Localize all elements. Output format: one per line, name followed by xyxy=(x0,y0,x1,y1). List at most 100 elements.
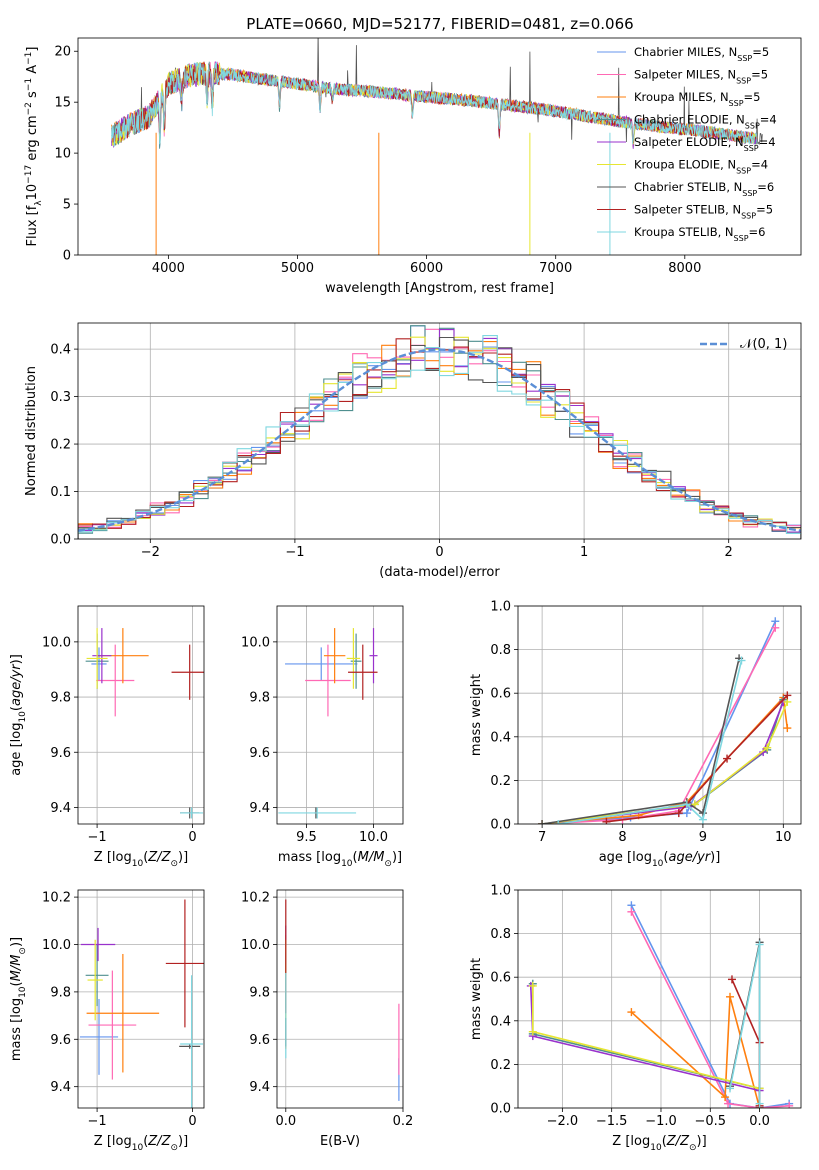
spectrum-legend-label-4: Salpeter ELODIE, NSSP=4 xyxy=(634,135,776,153)
mass_vs_ebv-xlabel: E(B-V) xyxy=(320,1134,360,1149)
residuals-xlabel: (data-model)/error xyxy=(379,565,500,580)
mass_vs_Z-xtick-label-0: −1 xyxy=(88,1114,107,1129)
weight_vs_age-ylabel-part: mass weight xyxy=(469,674,484,756)
legend-tail: =6 xyxy=(757,180,774,194)
weight_vs_age-marker-8-0 xyxy=(554,820,563,824)
mass_vs_ebv-xtick-label-0: 0.0 xyxy=(275,1114,296,1129)
mass_vs_ebv-ytick-label-1: 9.6 xyxy=(249,1033,270,1048)
weight_vs_age-series-7 xyxy=(606,694,788,823)
spectrum-ylabel-part: −1 xyxy=(24,52,34,65)
residuals-plot-area xyxy=(78,323,801,540)
weight_vs_age-marker-7-3 xyxy=(783,691,792,700)
weight_vs_Z-xlabel-part: 10 xyxy=(650,1143,662,1153)
weight_vs_Z-marker-1-0 xyxy=(627,907,636,916)
weight_vs_age-ytick-label-0: 0.0 xyxy=(490,818,511,833)
legend-tail: =4 xyxy=(751,158,768,172)
weight_vs_Z-ytick-label-4: 0.8 xyxy=(490,927,511,942)
weight_vs_Z-series-2 xyxy=(630,996,761,1108)
weight_vs_age-marker-7-2 xyxy=(723,754,732,763)
mass_vs_Z-ytick-label-4: 10.2 xyxy=(42,891,71,906)
legend-sub: SSP xyxy=(734,234,749,243)
age_vs_mass-grid xyxy=(277,606,403,824)
hist-legend-label: 𝒩(0, 1) xyxy=(740,337,787,352)
weight_vs_age-marker-8-1 xyxy=(682,800,691,809)
weight_vs_age-xlabel-part: 10 xyxy=(652,859,664,869)
age_vs_mass-ytick-label-2: 9.8 xyxy=(249,691,270,706)
spectrum-ylabel-part: A xyxy=(25,65,40,78)
weight_vs_age-marker-8-3 xyxy=(737,656,746,665)
age_vs_mass-frame xyxy=(276,605,404,825)
spectrum-xtick-label-0: 4000 xyxy=(152,261,185,276)
residuals-ytick-label-0: 0.0 xyxy=(50,533,71,548)
mass_vs_ebv-ytick-label-4: 10.2 xyxy=(241,891,270,906)
age_vs_mass-point-4 xyxy=(369,628,378,684)
spectrum-legend-label-1: Salpeter MILES, NSSP=5 xyxy=(634,68,768,86)
spectrum-series-8 xyxy=(111,61,758,147)
weight_vs_age-marker-5-2 xyxy=(763,743,772,752)
age_vs_mass-xtick-label-0: 9.5 xyxy=(296,830,317,845)
weight_vs_Z-series-1 xyxy=(630,911,790,1108)
weight_vs_Z-ylabel: mass weight xyxy=(469,958,484,1040)
weight_vs_Z-ytick-label-0: 0.0 xyxy=(490,1102,511,1117)
weight_vs_Z-marker-2-1 xyxy=(721,1093,730,1102)
age_vs_Z-xlabel-part: Z [ xyxy=(94,850,112,865)
weight_vs_age-marker-7-0 xyxy=(602,817,611,824)
residuals-xtick-label-1: −1 xyxy=(285,545,304,560)
mass_vs_Z-ytick-label-2: 9.8 xyxy=(50,985,71,1000)
residuals-ylabel-part: Normed distribution xyxy=(24,366,39,496)
weight_vs_Z-series-8 xyxy=(729,944,761,1104)
weight_vs_age-series-0 xyxy=(542,620,777,824)
weight_vs_Z-xtick-label-0: −2.0 xyxy=(547,1114,579,1129)
age_vs_mass-xlabel-part: ( xyxy=(353,850,358,865)
age_vs_mass-point-7 xyxy=(348,644,378,700)
spectrum-marks xyxy=(111,38,763,255)
weight_vs_age-xlabel-part: age [ xyxy=(599,850,632,865)
mass_vs_Z-frame xyxy=(77,889,205,1109)
mass_vs_ebv-frame xyxy=(276,889,404,1109)
mass_vs_Z-ylabel-part: ⊙ xyxy=(18,947,28,955)
spectrum-ylabel-part: Flux [f xyxy=(25,205,40,246)
weight_vs_age-xlabel-part: age/yr xyxy=(668,850,711,865)
residuals-ytick-label-3: 0.3 xyxy=(50,390,71,405)
residuals-marks xyxy=(78,325,801,539)
spectrum-legend-label-3: Chabrier ELODIE, NSSP=4 xyxy=(634,113,777,131)
spectrum-ylabel-part: erg cm xyxy=(25,115,40,164)
residuals-xtick-label-0: −2 xyxy=(141,545,160,560)
spectrum-frame xyxy=(77,37,802,256)
mass_vs_Z-ylabel: mass [log10(M/M⊙)] xyxy=(9,937,28,1061)
legend-text: Chabrier ELODIE, N xyxy=(634,113,745,127)
weight_vs_Z-grid xyxy=(518,889,801,1109)
weight_vs_age-xtick-label-3: 10 xyxy=(775,830,792,845)
mass_vs_Z-marks xyxy=(79,899,204,1108)
weight_vs_age-marker-8-2 xyxy=(698,815,707,824)
age_vs_Z-plot-area xyxy=(78,606,204,824)
weight_vs_age-ytick-label-4: 0.8 xyxy=(490,643,511,658)
mass_vs_ebv-xtick-label-1: 0.2 xyxy=(393,1114,414,1129)
weight_vs_Z-marker-2-0 xyxy=(627,1008,636,1017)
mass_vs_Z-point-0 xyxy=(79,999,119,1075)
age_vs_Z-frame xyxy=(77,605,205,825)
age_vs_Z-xlabel-part: ⊙ xyxy=(170,859,178,869)
mass_vs_Z-xlabel-part: Z/Z xyxy=(147,1134,171,1149)
weight_vs_Z-xlabel-part: )] xyxy=(697,1134,707,1149)
legend-sub: SSP xyxy=(737,54,752,63)
mass_vs_Z-ylabel-part: ( xyxy=(9,981,24,986)
mass_vs_Z-point-2 xyxy=(86,953,160,1073)
legend-text: Salpeter MILES, N xyxy=(634,68,736,82)
weight_vs_age-xtick-label-1: 8 xyxy=(618,830,626,845)
weight_vs_Z-xlabel-part: Z/Z xyxy=(666,1134,690,1149)
weight_vs_age-series-8 xyxy=(558,660,743,824)
residuals-ytick-label-4: 0.4 xyxy=(50,343,71,358)
residuals-xlabel-part: (data-model)/error xyxy=(379,565,500,580)
weight_vs_age-marks xyxy=(538,617,792,824)
weight_vs_Z-marker-1-3 xyxy=(785,1101,794,1108)
spectrum-legend-label-6: Chabrier STELIB, NSSP=6 xyxy=(634,180,774,198)
mass_vs_Z-ylabel-part: mass [ xyxy=(9,1018,24,1061)
weight_vs_age-ylabel: mass weight xyxy=(469,674,484,756)
spectrum-legend-label-2: Kroupa MILES, NSSP=5 xyxy=(634,90,760,108)
spectrum-plot-area xyxy=(111,38,763,255)
age_vs_Z-point-5 xyxy=(86,628,108,689)
